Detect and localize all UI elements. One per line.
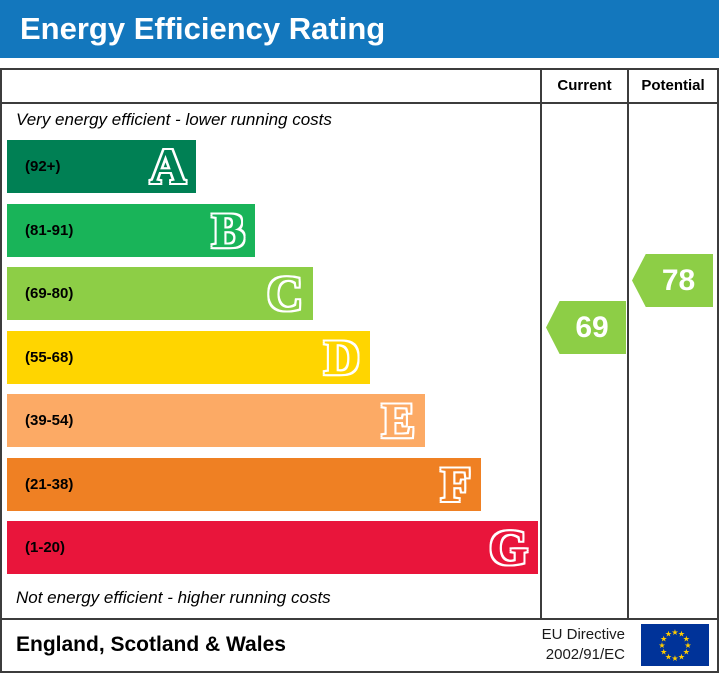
band-f-letter: F bbox=[440, 456, 471, 512]
band-a-letter: A bbox=[149, 138, 186, 194]
top-caption: Very energy efficient - lower running co… bbox=[16, 110, 332, 129]
svg-text:★: ★ bbox=[660, 635, 667, 644]
eu-directive-text: EU Directive 2002/91/EC bbox=[542, 625, 625, 665]
region-label: England, Scotland & Wales bbox=[16, 633, 286, 656]
band-e-letter: E bbox=[381, 392, 415, 448]
band-g-letter: G bbox=[489, 519, 528, 575]
band-c-letter: C bbox=[266, 265, 303, 321]
band-f: (21-38) F bbox=[7, 458, 481, 511]
band-b-letter: B bbox=[211, 202, 245, 258]
band-a-range-label: (92+) bbox=[25, 158, 61, 175]
band-b: (81-91) B bbox=[7, 204, 255, 257]
band-f-range-label: (21-38) bbox=[25, 476, 74, 493]
potential-rating-arrow: 78 bbox=[632, 254, 713, 307]
svg-text:★: ★ bbox=[658, 641, 665, 650]
band-d: (55-68) D bbox=[7, 331, 370, 384]
potential-column-divider bbox=[627, 70, 629, 618]
rating-table: Current Potential Very energy efficient … bbox=[0, 68, 719, 620]
svg-text:★: ★ bbox=[671, 654, 678, 663]
eu-directive-line1: EU Directive bbox=[541, 626, 625, 643]
band-e-range-label: (39-54) bbox=[25, 412, 74, 429]
eu-directive-line2: 2002/91/EC bbox=[545, 646, 625, 663]
current-column-header: Current bbox=[557, 77, 612, 94]
band-g-range-label: (1-20) bbox=[25, 539, 66, 556]
svg-text:★: ★ bbox=[665, 630, 672, 639]
svg-text:★: ★ bbox=[678, 630, 685, 639]
band-d-range-label: (55-68) bbox=[25, 349, 74, 366]
band-c: (69-80) C bbox=[7, 267, 313, 320]
band-b-range-label: (81-91) bbox=[25, 222, 74, 239]
svg-text:★: ★ bbox=[660, 648, 667, 657]
potential-rating-value: 78 bbox=[661, 264, 696, 297]
current-rating-arrow: 69 bbox=[546, 301, 626, 354]
bottom-caption: Not energy efficient - higher running co… bbox=[16, 588, 331, 607]
footer-bar: England, Scotland & Wales EU Directive 2… bbox=[0, 620, 719, 673]
header-row-divider bbox=[2, 102, 717, 104]
band-a: (92+) A bbox=[7, 140, 196, 193]
band-c-range-label: (69-80) bbox=[25, 285, 74, 302]
potential-column-header: Potential bbox=[641, 77, 705, 94]
band-g: (1-20) G bbox=[7, 521, 538, 574]
svg-text:★: ★ bbox=[678, 652, 685, 661]
svg-text:★: ★ bbox=[683, 635, 690, 644]
svg-text:★: ★ bbox=[684, 641, 691, 650]
svg-text:★: ★ bbox=[683, 648, 690, 657]
band-d-letter: D bbox=[323, 329, 360, 385]
page-title-text: Energy Efficiency Rating bbox=[20, 11, 386, 46]
band-e: (39-54) E bbox=[7, 394, 425, 447]
svg-text:★: ★ bbox=[665, 652, 672, 661]
eu-flag-icon: ★ ★ ★ ★ ★ ★ ★ ★ ★ ★ ★ ★ bbox=[641, 624, 709, 666]
current-column-divider bbox=[540, 70, 542, 618]
page-title: Energy Efficiency Rating bbox=[0, 0, 719, 58]
current-rating-value: 69 bbox=[575, 311, 609, 344]
svg-text:★: ★ bbox=[671, 628, 678, 637]
